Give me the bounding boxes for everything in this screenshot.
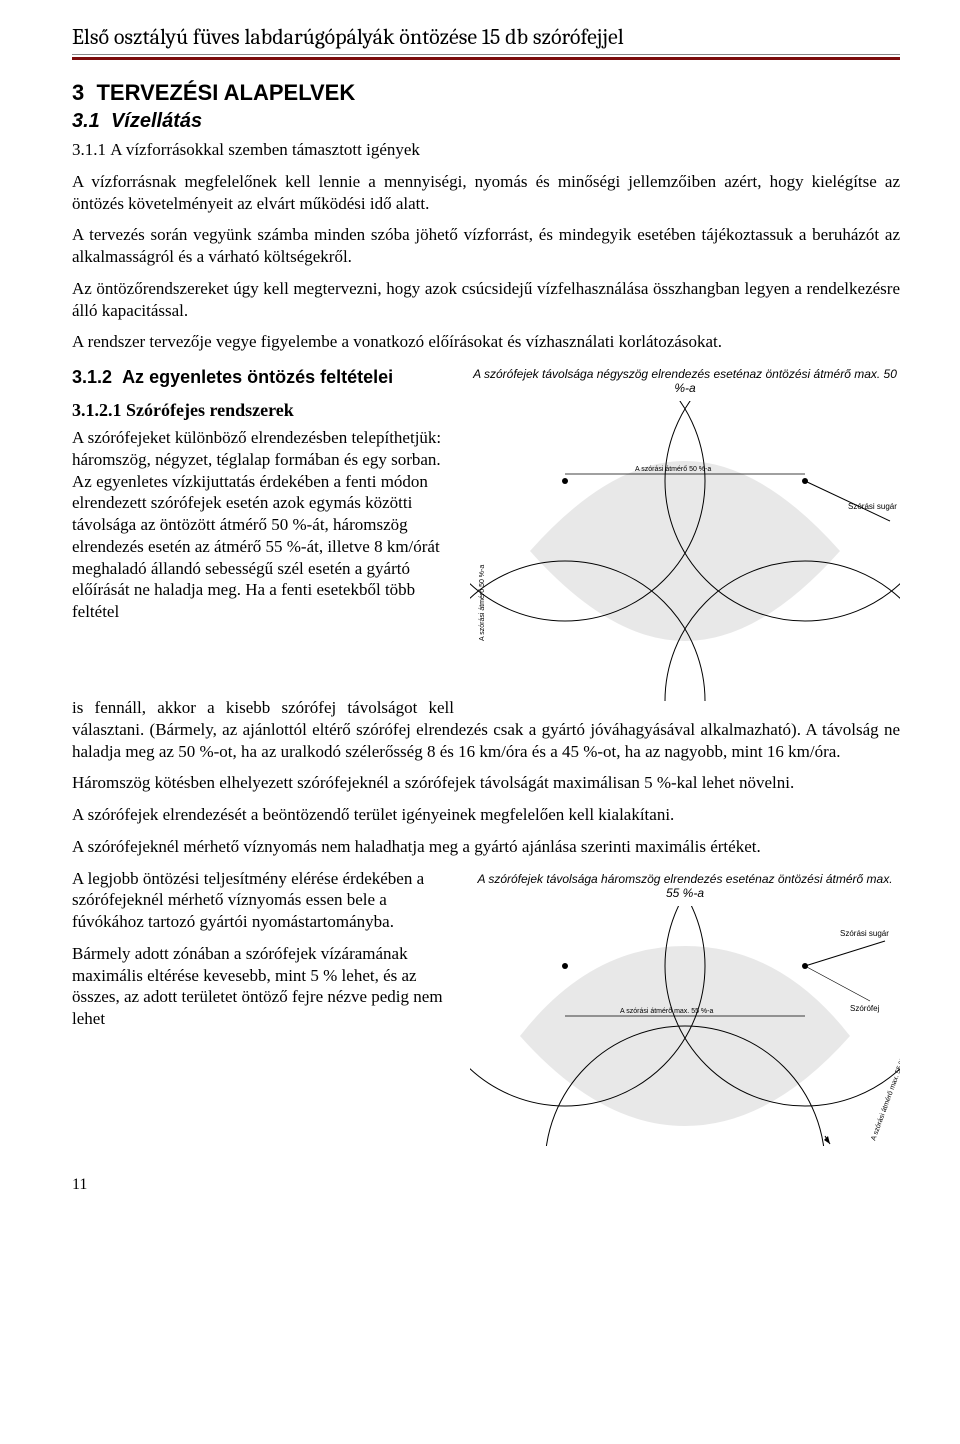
- label-distance: A szórási átmérő max. 55 %-a: [620, 1008, 713, 1015]
- heading-text: Szórófejes rendszerek: [126, 400, 294, 420]
- heading-num: 3.1: [72, 110, 100, 132]
- paragraph: is fennáll, akkor a kisebb szórófej távo…: [72, 697, 900, 762]
- paragraph: A szórófejek elrendezését a beöntözendő …: [72, 804, 900, 826]
- heading-text: TERVEZÉSI ALAPELVEK: [96, 80, 355, 105]
- paragraph: A legjobb öntözési teljesítmény elérése …: [72, 868, 462, 933]
- heading-text: Az egyenletes öntözés feltételei: [122, 367, 393, 387]
- heading-text: Vízellátás: [111, 110, 202, 132]
- label-distance-v: A szórási átmérő 50 %-a: [479, 565, 486, 641]
- page-header: Első osztályú füves labdarúgópályák öntö…: [72, 24, 900, 55]
- paragraph: A szórófejeknél mérhető víznyomás nem ha…: [72, 836, 900, 858]
- heading-3-1: 3.1 Vízellátás: [72, 110, 900, 133]
- heading-3-1-2: 3.1.2 Az egyenletes öntözés feltételei: [72, 367, 462, 388]
- paragraph: A tervezés során vegyünk számba minden s…: [72, 224, 900, 268]
- heading-num: 3.1.2.1: [72, 400, 122, 420]
- paragraph: Az öntözőrendszereket úgy kell megtervez…: [72, 278, 900, 322]
- label-radius: Szórási sugár: [848, 502, 897, 511]
- figure-caption: A szórófejek távolsága háromszög elrende…: [470, 872, 900, 900]
- figure-caption: A szórófejek távolsága négyszög elrendez…: [470, 367, 900, 395]
- page-number: 11: [72, 1176, 900, 1194]
- heading-num: 3: [72, 80, 84, 105]
- paragraph: A vízforrásnak megfelelőnek kell lennie …: [72, 171, 900, 215]
- heading-3: 3 TERVEZÉSI ALAPELVEK: [72, 80, 900, 106]
- label-distance: A szórási átmérő 50 %-a: [635, 466, 711, 473]
- figure-square-layout: A szórófejek távolsága négyszög elrendez…: [470, 367, 900, 701]
- diagram-triangle: Szórási sugár Szórófej A szórási átmérő …: [470, 906, 900, 1146]
- heading-text: A vízforrásokkal szemben támasztott igén…: [110, 140, 420, 159]
- heading-3-1-2-1: 3.1.2.1 Szórófejes rendszerek: [72, 400, 462, 421]
- heading-num: 3.1.2: [72, 367, 112, 387]
- figure-triangle-layout: A szórófejek távolsága háromszög elrende…: [470, 872, 900, 1146]
- label-radius: Szórási sugár: [840, 929, 889, 938]
- diagram-square: Szórási sugár A szórási átmérő 50 %-a A …: [470, 401, 900, 701]
- paragraph: A rendszer tervezője vegye figyelembe a …: [72, 331, 900, 353]
- label-head: Szórófej: [850, 1004, 880, 1013]
- paragraph: Bármely adott zónában a szórófejek vízár…: [72, 943, 462, 1030]
- heading-num: 3.1.1: [72, 140, 106, 159]
- paragraph: A szórófejeket különböző elrendezésben t…: [72, 427, 462, 623]
- header-rule: [72, 57, 900, 60]
- heading-3-1-1: 3.1.1 A vízforrásokkal szemben támasztot…: [72, 139, 900, 161]
- paragraph: Háromszög kötésben elhelyezett szórófeje…: [72, 772, 900, 794]
